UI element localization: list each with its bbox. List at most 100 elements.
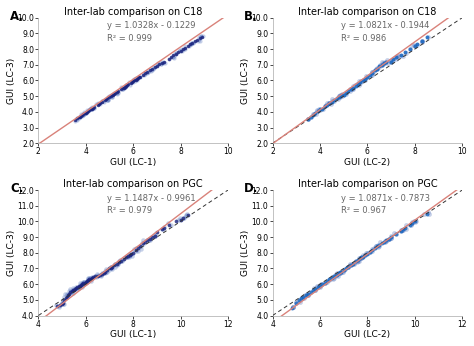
Point (129, 79, 137, 84)
Point (79, 112, 87, 118)
X-axis label: GUI (LC-2): GUI (LC-2) (344, 158, 391, 167)
Point (78, 113, 85, 119)
Point (125, 253, 132, 259)
Point (387, 236, 394, 241)
Point (418, 38, 425, 44)
Point (73, 284, 81, 290)
Point (402, 50, 410, 55)
Point (408, 43, 416, 48)
Point (115, 258, 122, 264)
Point (76, 283, 83, 289)
Point (132, 77, 139, 82)
Point (131, 78, 138, 83)
Point (397, 227, 404, 233)
Point (75, 115, 82, 120)
Point (392, 231, 400, 237)
Point (78, 281, 86, 287)
Point (84, 276, 91, 281)
Point (360, 78, 367, 83)
Point (114, 89, 121, 95)
Point (408, 220, 416, 225)
Point (385, 236, 392, 242)
Point (86, 276, 94, 282)
Point (158, 227, 165, 232)
Point (345, 89, 352, 94)
Point (70, 287, 78, 292)
Point (373, 244, 381, 249)
Point (62, 291, 69, 297)
Point (103, 96, 111, 101)
Point (355, 258, 363, 264)
Point (61, 294, 68, 300)
Point (418, 38, 426, 44)
Point (373, 66, 381, 72)
Point (88, 104, 95, 110)
Point (106, 94, 113, 100)
Point (179, 216, 187, 221)
Point (135, 245, 143, 250)
Point (313, 109, 321, 114)
Point (141, 71, 149, 76)
Text: y = 1.1487x - 0.9961: y = 1.1487x - 0.9961 (107, 194, 195, 203)
Point (397, 228, 404, 234)
Point (76, 114, 83, 119)
Point (303, 292, 311, 298)
Point (123, 254, 130, 260)
Point (79, 112, 87, 118)
Point (316, 284, 324, 290)
Point (330, 273, 338, 279)
Point (53, 302, 60, 308)
Point (351, 82, 358, 88)
Point (401, 225, 409, 230)
Point (387, 235, 395, 240)
Point (412, 218, 419, 224)
Point (85, 107, 93, 112)
Point (328, 274, 336, 280)
Point (330, 97, 338, 103)
Point (85, 277, 93, 282)
Point (123, 83, 130, 88)
Point (76, 281, 84, 286)
Point (122, 254, 130, 260)
Point (107, 93, 114, 99)
Point (77, 282, 85, 288)
Point (302, 292, 310, 298)
Point (119, 256, 127, 262)
Point (368, 248, 376, 253)
Point (185, 42, 193, 47)
Point (310, 111, 318, 117)
Point (141, 71, 149, 76)
Point (334, 96, 342, 102)
Point (344, 264, 352, 270)
Y-axis label: GUI (LC-3): GUI (LC-3) (241, 230, 250, 276)
Point (317, 107, 324, 112)
Point (185, 44, 192, 49)
Point (304, 116, 312, 122)
Point (66, 289, 74, 295)
X-axis label: GUI (LC-1): GUI (LC-1) (110, 330, 156, 339)
Point (188, 41, 195, 47)
Point (342, 266, 349, 272)
Point (119, 85, 127, 91)
Point (110, 90, 118, 96)
Point (333, 96, 340, 101)
Text: R² = 0.979: R² = 0.979 (107, 206, 152, 215)
Point (129, 79, 137, 84)
Point (146, 67, 154, 73)
Point (410, 42, 418, 48)
Point (180, 46, 188, 52)
Point (110, 91, 118, 97)
Text: y = 1.0821x - 0.1944: y = 1.0821x - 0.1944 (341, 21, 429, 30)
Point (94, 272, 101, 277)
Point (368, 246, 375, 251)
Point (359, 254, 366, 260)
Point (134, 245, 142, 251)
Point (102, 97, 109, 102)
Point (120, 85, 128, 90)
Point (80, 111, 87, 117)
Point (85, 108, 93, 113)
Point (139, 241, 146, 246)
Point (91, 273, 99, 279)
Point (178, 49, 186, 54)
Point (165, 222, 173, 227)
